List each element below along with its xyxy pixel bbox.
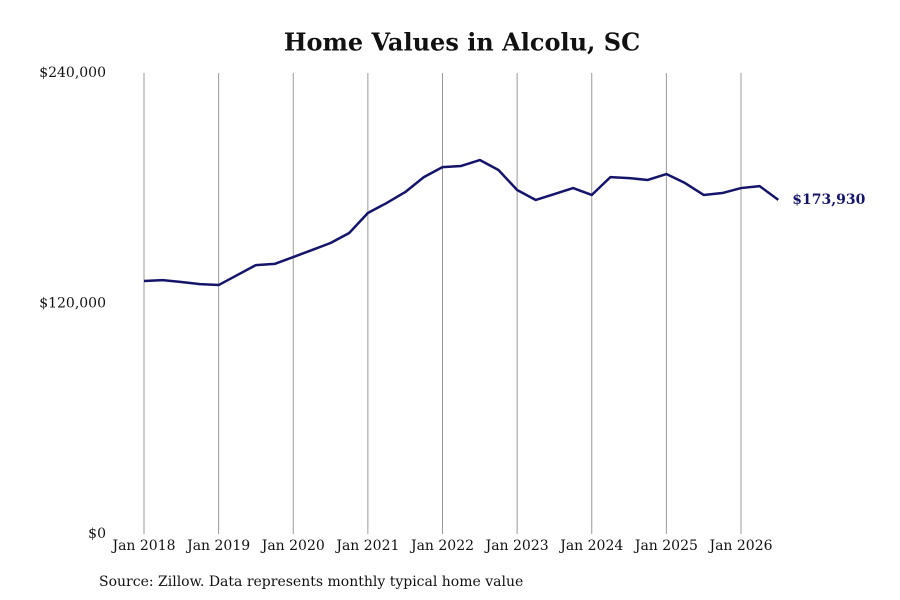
x-tick-label: Jan 2020 — [260, 538, 325, 554]
x-tick-label: Jan 2018 — [110, 538, 175, 554]
x-tick-label: Jan 2026 — [707, 538, 772, 554]
y-tick-label: $120,000 — [39, 296, 106, 312]
x-tick-label: Jan 2023 — [484, 538, 549, 554]
x-tick-label: Jan 2024 — [558, 538, 623, 554]
y-tick-label: $240,000 — [39, 65, 106, 81]
line-series — [143, 158, 780, 287]
x-tick-label: Jan 2025 — [633, 538, 698, 554]
x-tick-label: Jan 2019 — [185, 538, 250, 554]
chart-title: Home Values in Alcolu, SC — [284, 28, 640, 57]
y-tick-label: $0 — [88, 526, 106, 542]
data-label: $173,930 — [792, 192, 865, 208]
source-note: Source: Zillow. Data represents monthly … — [99, 574, 523, 590]
x-tick-label: Jan 2022 — [409, 538, 474, 554]
x-tick-label: Jan 2021 — [334, 538, 399, 554]
